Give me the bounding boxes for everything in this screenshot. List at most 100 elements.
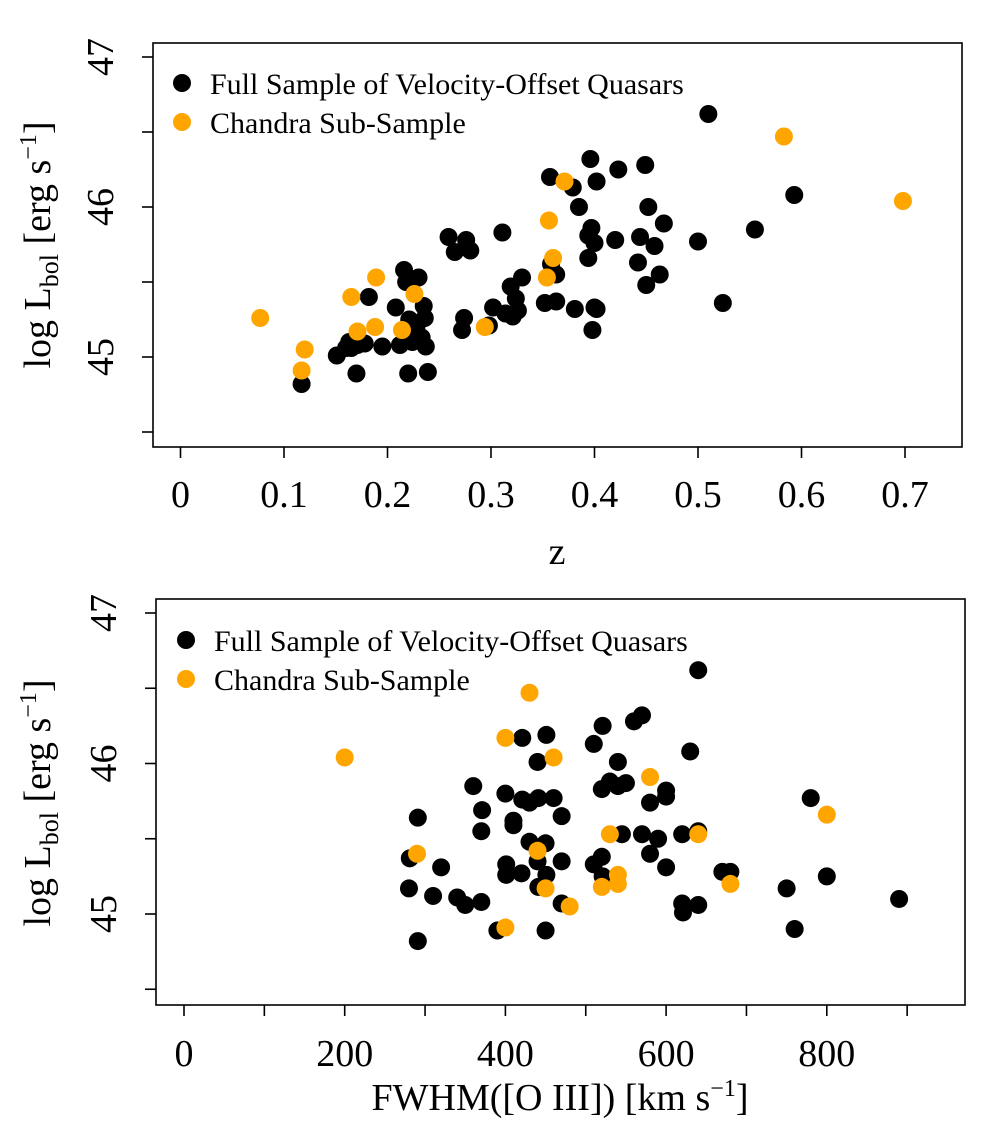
data-point-full-sample bbox=[584, 734, 603, 753]
data-point-chandra bbox=[641, 768, 660, 787]
data-point-full-sample bbox=[581, 150, 600, 168]
data-point-full-sample bbox=[657, 858, 676, 877]
data-point-chandra bbox=[496, 918, 515, 937]
data-point-full-sample bbox=[587, 172, 606, 191]
y-axis-title-bottom: log Lbol [erg s−1] bbox=[16, 680, 64, 927]
data-point-chandra bbox=[528, 841, 547, 860]
legend-marker-full bbox=[177, 631, 195, 649]
data-point-full-sample bbox=[292, 375, 311, 393]
y-tick-label: 47 bbox=[80, 38, 122, 76]
data-point-full-sample bbox=[583, 321, 602, 339]
x-tick-label: 0.5 bbox=[674, 474, 722, 516]
data-point-full-sample bbox=[536, 921, 555, 940]
data-point-full-sample bbox=[641, 793, 660, 812]
data-point-full-sample bbox=[592, 847, 611, 866]
data-point-full-sample bbox=[649, 829, 668, 848]
data-point-full-sample bbox=[408, 808, 427, 827]
x-tick-label: 400 bbox=[477, 1033, 534, 1075]
data-point-full-sample bbox=[745, 220, 764, 239]
data-point-chandra bbox=[520, 683, 539, 702]
data-point-chandra bbox=[367, 268, 386, 287]
data-point-full-sample bbox=[418, 363, 437, 381]
legend-bottom: Full Sample of Velocity-Offset Quasars C… bbox=[177, 625, 688, 697]
data-point-chandra bbox=[342, 288, 361, 306]
x-axis-title-top: z bbox=[549, 531, 566, 573]
x-tick-label: 800 bbox=[798, 1033, 855, 1075]
data-point-full-sample bbox=[673, 903, 692, 922]
x-tick-label: 0.4 bbox=[571, 474, 619, 516]
x-tick-label: 0.1 bbox=[260, 474, 308, 516]
data-point-full-sample bbox=[639, 198, 658, 216]
data-point-full-sample bbox=[416, 337, 435, 356]
data-point-full-sample bbox=[456, 895, 475, 914]
data-point-full-sample bbox=[681, 742, 700, 761]
axes-bottom: 0 200 400 600 800 45 46 47 bbox=[83, 594, 908, 1075]
data-point-full-sample bbox=[689, 895, 708, 914]
points-bottom bbox=[335, 661, 909, 951]
x-tick-label: 200 bbox=[316, 1033, 373, 1075]
data-point-chandra bbox=[600, 825, 619, 844]
data-point-chandra bbox=[335, 748, 354, 767]
data-point-full-sample bbox=[636, 156, 655, 174]
data-point-full-sample bbox=[399, 879, 418, 898]
data-point-full-sample bbox=[513, 268, 532, 287]
y-tick-label: 46 bbox=[80, 188, 122, 226]
y-tick-label: 45 bbox=[80, 338, 122, 376]
data-point-full-sample bbox=[579, 249, 598, 267]
data-point-full-sample bbox=[632, 706, 651, 725]
data-point-full-sample bbox=[777, 879, 796, 898]
data-point-full-sample bbox=[689, 661, 708, 680]
data-point-full-sample bbox=[439, 228, 458, 246]
data-point-full-sample bbox=[817, 867, 836, 886]
data-point-full-sample bbox=[512, 864, 531, 883]
data-point-chandra bbox=[348, 322, 367, 341]
data-point-full-sample bbox=[699, 105, 718, 123]
data-point-full-sample bbox=[606, 231, 625, 249]
data-point-full-sample bbox=[399, 364, 418, 383]
data-point-full-sample bbox=[608, 752, 627, 771]
x-axis-title-bottom: FWHM([O III]) [km s−1] bbox=[372, 1076, 749, 1119]
data-point-full-sample bbox=[445, 243, 464, 261]
data-point-full-sample bbox=[654, 214, 673, 233]
data-point-chandra bbox=[392, 321, 411, 339]
legend-label-full: Full Sample of Velocity-Offset Quasars bbox=[210, 68, 684, 101]
data-point-full-sample bbox=[593, 716, 612, 735]
data-point-full-sample bbox=[347, 364, 366, 383]
data-point-full-sample bbox=[373, 337, 392, 356]
data-point-chandra bbox=[475, 318, 494, 336]
y-tick-label: 46 bbox=[83, 745, 125, 783]
legend-marker-chandra bbox=[173, 113, 191, 131]
data-point-full-sample bbox=[496, 784, 515, 803]
data-point-chandra bbox=[893, 192, 912, 210]
axes-top: 0 0.1 0.2 0.3 0.4 0.5 0.6 0.7 45 46 47 bbox=[80, 38, 929, 516]
data-point-full-sample bbox=[529, 789, 548, 808]
data-point-full-sample bbox=[540, 168, 559, 186]
data-point-full-sample bbox=[628, 253, 647, 272]
data-point-chandra bbox=[774, 127, 793, 146]
legend-marker-full bbox=[173, 74, 191, 92]
data-point-chandra bbox=[721, 874, 740, 893]
x-tick-label: 600 bbox=[638, 1033, 695, 1075]
data-point-full-sample bbox=[544, 789, 563, 808]
data-point-full-sample bbox=[497, 865, 516, 884]
data-point-full-sample bbox=[408, 932, 427, 951]
data-point-full-sample bbox=[785, 920, 804, 939]
x-tick-label: 0 bbox=[171, 474, 190, 516]
data-point-full-sample bbox=[547, 292, 566, 311]
data-point-full-sample bbox=[537, 725, 556, 744]
data-point-full-sample bbox=[616, 774, 635, 793]
data-point-full-sample bbox=[432, 858, 451, 877]
data-point-full-sample bbox=[582, 219, 601, 237]
data-point-full-sample bbox=[513, 728, 532, 747]
legend-label-chandra: Chandra Sub-Sample bbox=[210, 107, 466, 140]
data-point-full-sample bbox=[386, 298, 405, 317]
data-point-full-sample bbox=[424, 886, 443, 905]
data-point-full-sample bbox=[472, 892, 491, 911]
data-point-chandra bbox=[544, 748, 563, 767]
data-point-chandra bbox=[496, 728, 515, 747]
data-point-full-sample bbox=[504, 816, 523, 835]
data-point-full-sample bbox=[493, 223, 512, 242]
y-tick-label: 47 bbox=[83, 594, 125, 632]
data-point-full-sample bbox=[455, 309, 474, 327]
data-point-chandra bbox=[292, 361, 311, 380]
